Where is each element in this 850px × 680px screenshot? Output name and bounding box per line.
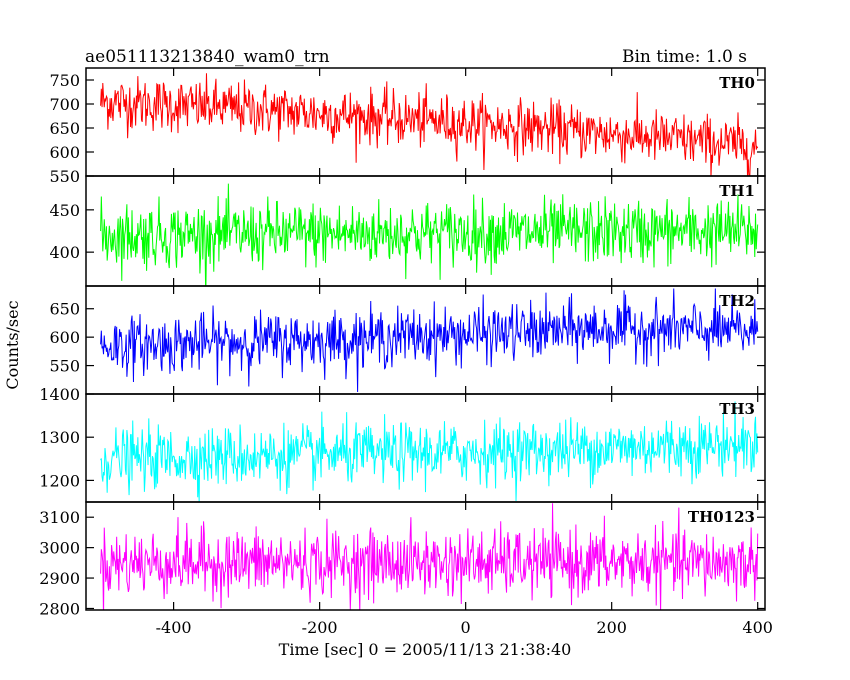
x-tick-label: 400 — [742, 618, 773, 637]
panel-th0: 550 600 650 700 750 TH0 — [49, 67, 766, 186]
y-tick-label: 1200 — [39, 471, 80, 490]
panel-stack: 550 600 650 700 750 TH0 400 450 TH1 550 600 650 TH2 1… — [39, 67, 766, 618]
y-tick-label: 600 — [49, 328, 80, 347]
bin-time-label: Bin time: 1.0 s — [622, 47, 747, 67]
series-line-th3 — [100, 401, 759, 502]
panel-th2: 550 600 650 TH2 — [49, 285, 766, 395]
panel-label-th0: TH0 — [719, 74, 755, 92]
y-tick-label: 650 — [49, 119, 80, 138]
series-line-th1 — [100, 183, 759, 286]
panel-th0123: 2800 2900 3000 3100 TH0123 — [39, 501, 766, 618]
figure-title: ae051113213840_wam0_trn — [85, 47, 330, 67]
x-tick-label: 200 — [596, 618, 627, 637]
y-tick-label: 550 — [49, 167, 80, 186]
y-tick-label: 1400 — [39, 385, 80, 404]
panel-label-th1: TH1 — [719, 182, 755, 200]
y-tick-label: 600 — [49, 143, 80, 162]
x-axis-label: Time [sec] 0 = 2005/11/13 21:38:40 — [279, 640, 572, 659]
y-tick-label: 2800 — [39, 599, 80, 618]
y-axis-label: Counts/sec — [3, 300, 22, 389]
x-tick-label: -200 — [302, 618, 338, 637]
series-line-th0123 — [100, 503, 759, 610]
y-tick-label: 750 — [49, 71, 80, 90]
panel-th3: 1200 1300 1400 TH3 — [39, 385, 766, 503]
x-axis: -400 -200 0 200 400 — [156, 618, 773, 637]
y-tick-label: 700 — [49, 95, 80, 114]
panel-th1: 400 450 TH1 — [49, 175, 766, 287]
y-tick-label: 2900 — [39, 569, 80, 588]
y-tick-label: 550 — [49, 357, 80, 376]
panel-label-th0123: TH0123 — [688, 508, 755, 526]
x-tick-label: -400 — [156, 618, 192, 637]
y-tick-label: 3100 — [39, 508, 80, 527]
y-tick-label: 650 — [49, 300, 80, 319]
panel-label-th2: TH2 — [719, 292, 755, 310]
y-tick-label: 1300 — [39, 428, 80, 447]
y-tick-label: 400 — [49, 243, 80, 262]
series-line-th2 — [100, 288, 759, 392]
y-tick-label: 450 — [49, 201, 80, 220]
series-line-th0 — [100, 73, 759, 176]
panel-frame — [85, 501, 766, 611]
y-tick-label: 3000 — [39, 539, 80, 558]
x-tick-label: 0 — [461, 618, 471, 637]
panel-label-th3: TH3 — [719, 400, 755, 418]
